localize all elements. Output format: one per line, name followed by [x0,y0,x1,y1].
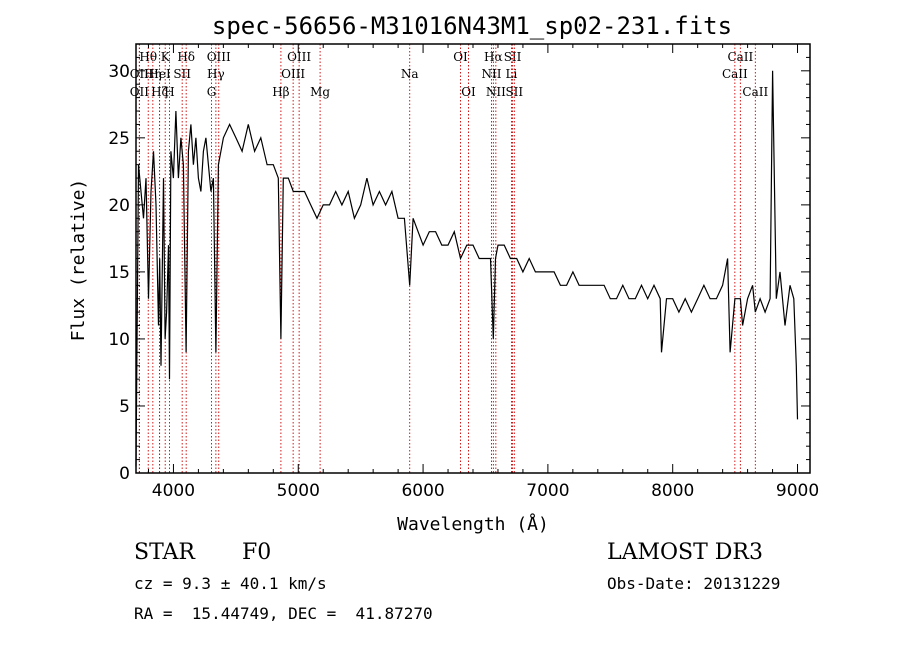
line-marker-label: SII [504,50,522,64]
line-marker-label: SII [505,85,523,99]
line-marker-label: Hθ [139,50,157,64]
line-marker-label: Hβ [272,85,289,99]
y-tick-label: 30 [108,62,130,82]
line-marker-label: H [164,85,174,99]
line-marker-label: G [207,85,217,99]
object-subclass: F0 [242,540,272,565]
line-marker-label: OI [461,85,476,99]
line-marker-label: OII [130,85,150,99]
redshift-cz: cz = 9.3 ± 40.1 km/s [134,574,327,593]
x-tick-label: 7000 [526,481,569,501]
chart-title: spec-56656-M31016N43M1_sp02-231.fits [212,12,732,40]
line-marker-label: Hη [144,67,162,81]
object-class: STAR [134,540,195,565]
line-marker-label: Li [506,67,518,81]
x-tick-label: 5000 [277,481,320,501]
y-tick-label: 5 [119,397,130,417]
plot-frame [135,43,811,474]
line-marker-label: OIII [207,50,231,64]
line-marker-label: OIII [287,50,311,64]
y-tick-label: 10 [108,330,130,350]
line-marker-label: SII [173,67,191,81]
x-tick-label: 8000 [651,481,694,501]
line-marker-label: HeI [148,67,171,81]
line-marker-label: Na [401,67,419,81]
line-marker-label: NII [486,85,506,99]
line-marker-label: NII [481,67,501,81]
obs-date: Obs-Date: 20131229 [607,574,781,593]
line-marker-label: CaII [742,85,768,99]
x-axis-label: Wavelength (Å) [397,513,549,535]
survey-name: LAMOST DR3 [607,540,763,565]
line-marker-label: CaII [722,67,748,81]
x-tick-label: 4000 [152,481,195,501]
line-marker-label: Mg [310,85,330,99]
y-axis-label: Flux (relative) [68,179,89,342]
line-marker-label: Hγ [207,67,225,81]
line-marker-label: Hδ [177,50,195,64]
line-marker-label: Hζ [151,85,168,99]
ra-dec: RA = 15.44749, DEC = 41.87270 [134,604,433,623]
line-marker-label: CaII [727,50,753,64]
x-tick-label: 9000 [776,481,819,501]
y-tick-label: 0 [119,464,130,484]
y-tick-label: 20 [108,196,130,216]
x-tick-label: 6000 [401,481,444,501]
line-marker-label: OI [453,50,468,64]
y-tick-label: 25 [108,129,130,149]
line-marker-label: OIII [281,67,305,81]
spectrum-chart: spec-56656-M31016N43M1_sp02-231.fits Hθ K… [68,12,819,535]
y-tick-label: 15 [108,263,130,283]
x-axis: 4000 5000 6000 7000 8000 9000 [147,44,819,501]
line-marker-label: K [161,50,171,64]
spectrum-series-line [135,70,799,467]
y-axis: 0 5 10 15 20 25 30 [108,56,810,484]
line-marker-label: Hα [484,50,503,64]
